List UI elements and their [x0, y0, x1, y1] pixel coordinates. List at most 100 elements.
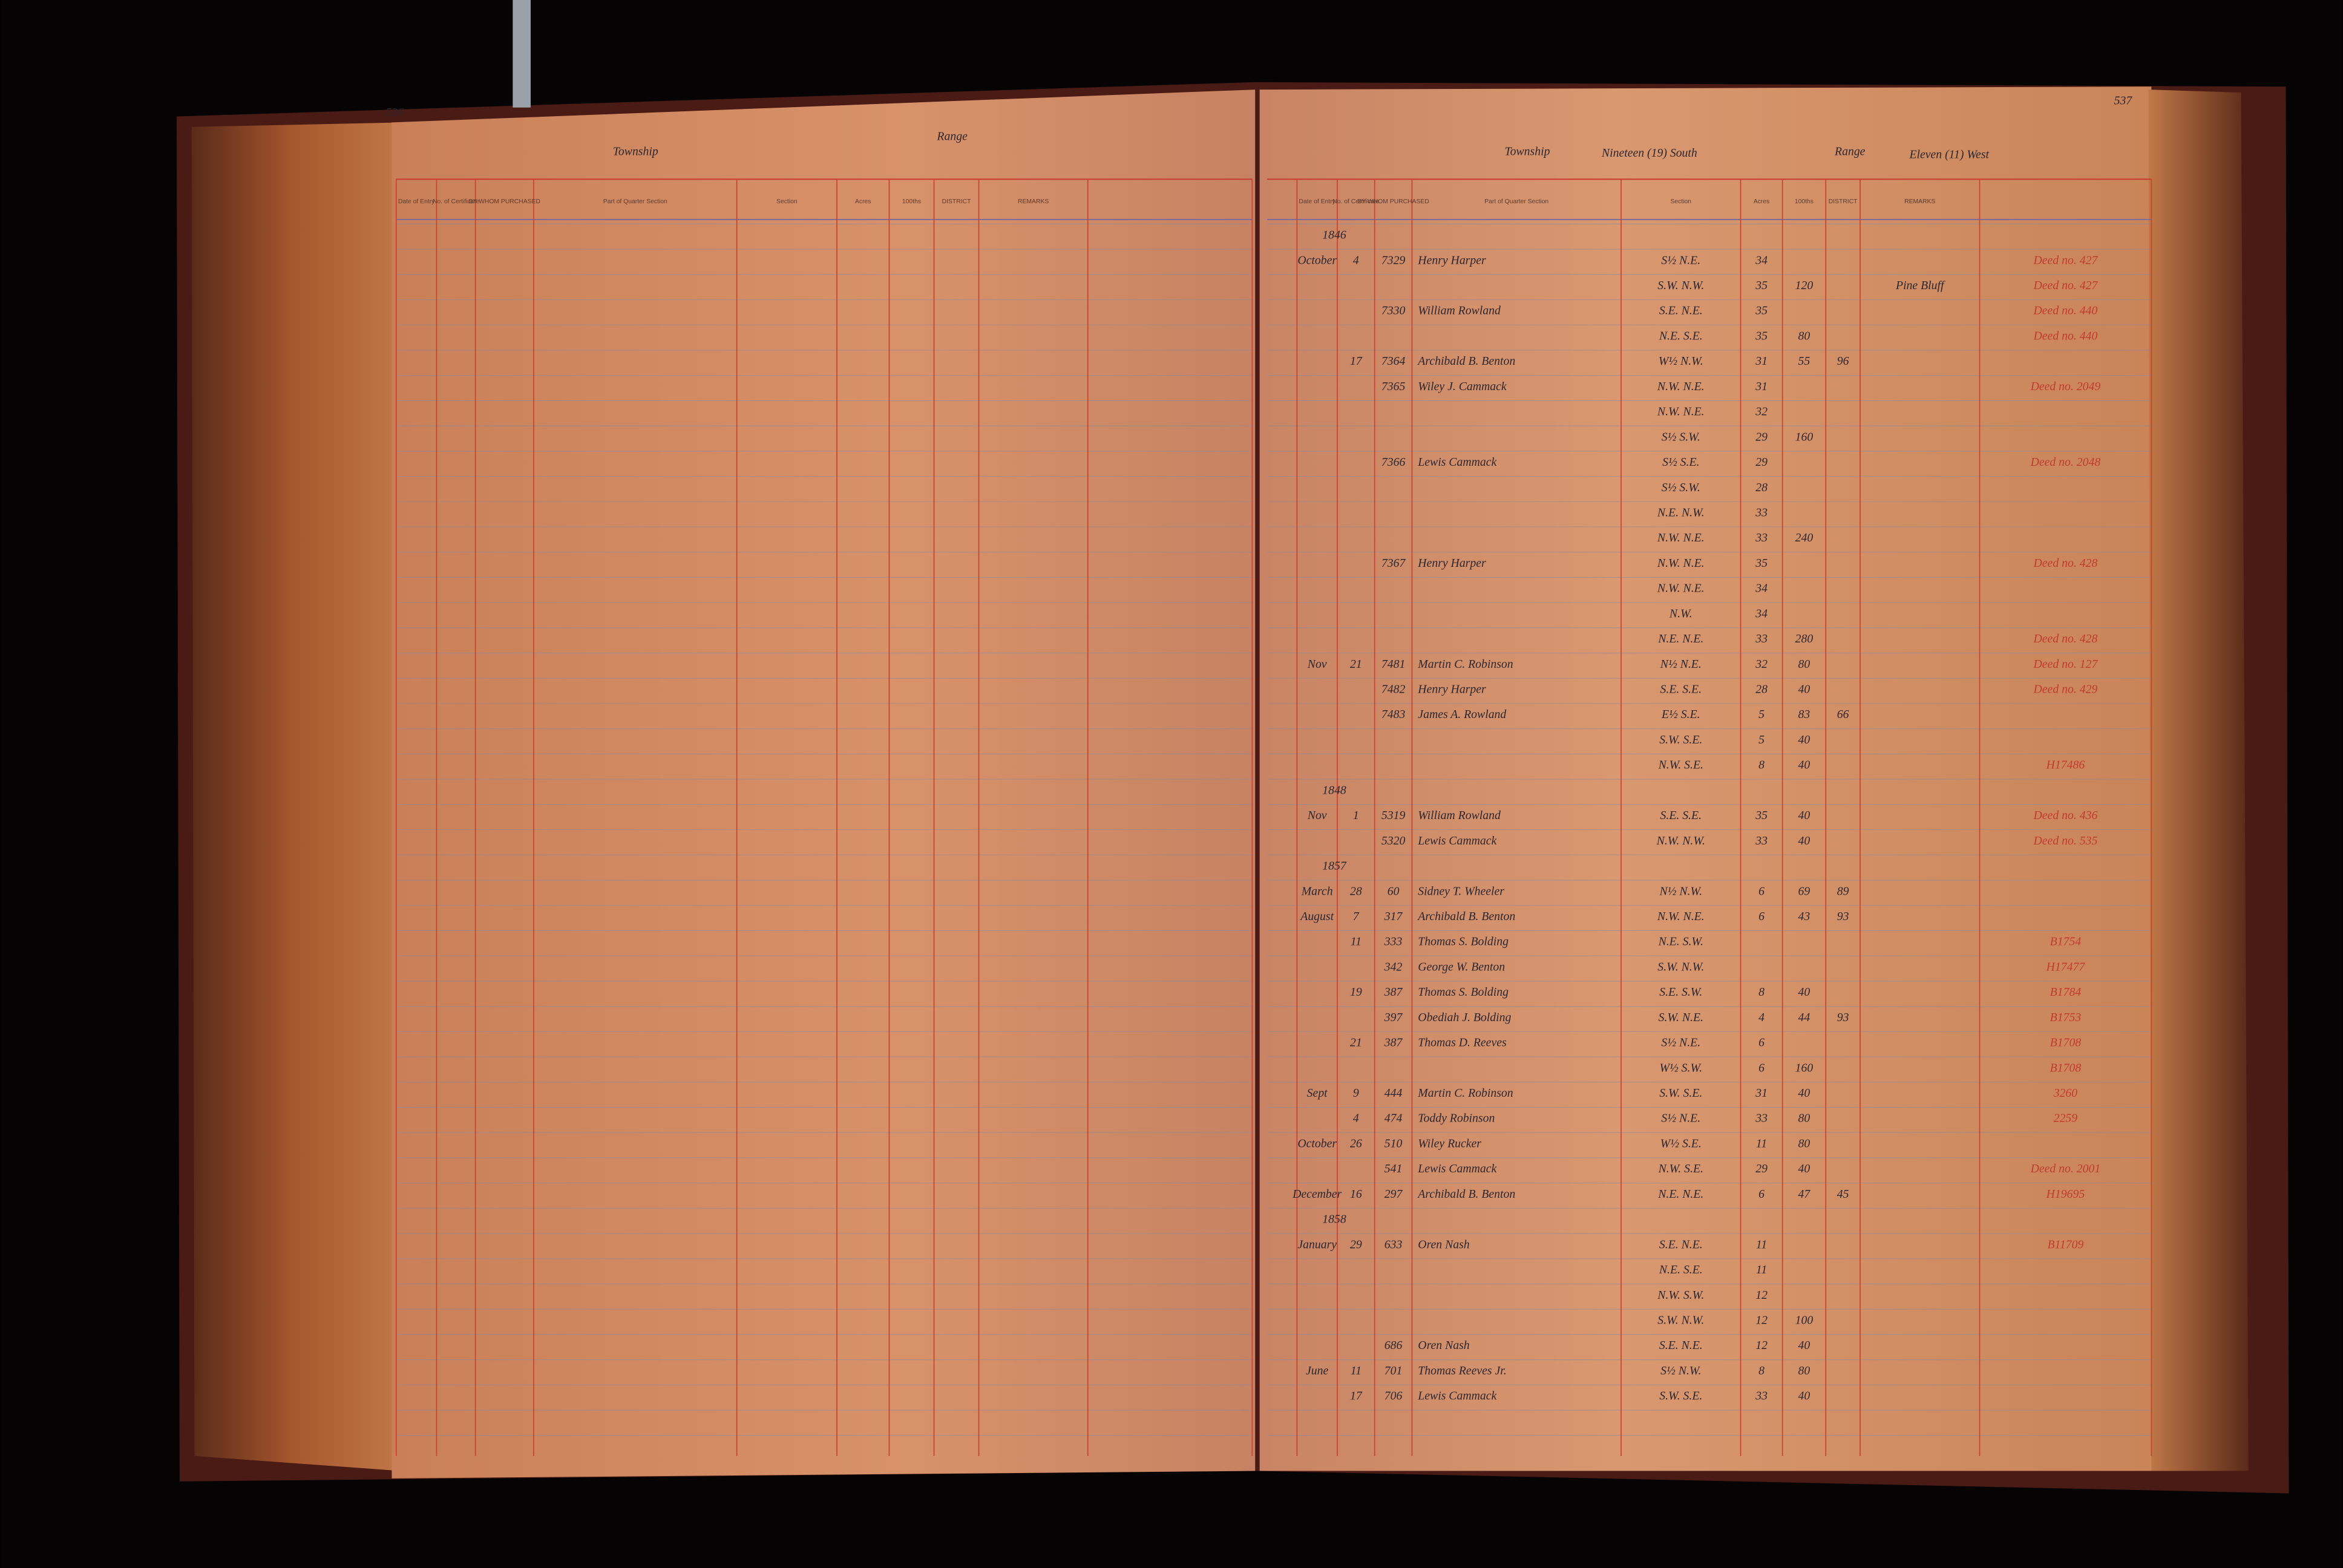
- entry-part: S½ N.E.: [1661, 1036, 1700, 1050]
- entry-part: N½ N.W.: [1659, 884, 1703, 898]
- column-header: Acres: [855, 198, 871, 205]
- page-edges-left: [191, 122, 401, 1471]
- entry-part: S½ S.E.: [1662, 456, 1699, 469]
- entry-section: 28: [1755, 683, 1768, 696]
- column-header: DISTRICT: [1829, 198, 1858, 205]
- entry-part: S.E. N.E.: [1659, 304, 1703, 318]
- right-page: [1259, 87, 2155, 1471]
- entry-section: 5: [1758, 708, 1765, 721]
- entry-section: 29: [1755, 430, 1768, 443]
- entry-section: 8: [1758, 985, 1765, 999]
- entry-certificate: 333: [1384, 935, 1403, 949]
- entry-acres: 40: [1798, 1162, 1810, 1175]
- range-label: Range: [936, 130, 968, 143]
- entry-part: N.W. N.W.: [1656, 834, 1705, 848]
- entry-part: N.E. S.E.: [1659, 1263, 1703, 1276]
- entry-section: 6: [1758, 1187, 1765, 1201]
- entry-part: N.E. S.E.: [1659, 329, 1703, 342]
- entry-day: 21: [1350, 1036, 1362, 1050]
- entry-part: N½ N.E.: [1660, 658, 1702, 671]
- entry-remarks: Deed no. 440: [2033, 329, 2098, 342]
- entry-hundredths: 66: [1837, 708, 1849, 721]
- entry-day: 1: [1353, 809, 1359, 822]
- entry-remarks: H17477: [2046, 960, 2086, 973]
- entry-remarks: Deed no. 436: [2033, 809, 2098, 822]
- entry-name: Lewis Cammack: [1417, 834, 1497, 848]
- entry-certificate: 7483: [1381, 708, 1406, 721]
- column-header: No. of Certificate: [1332, 198, 1379, 205]
- entry-certificate: 317: [1384, 910, 1403, 923]
- entry-day: 16: [1350, 1187, 1362, 1201]
- entry-month: January: [1297, 1238, 1337, 1251]
- entry-name: Thomas D. Reeves: [1418, 1036, 1507, 1050]
- entry-section: 35: [1755, 557, 1768, 570]
- entry-remarks: Deed no. 427: [2033, 279, 2099, 292]
- entry-hundredths: 93: [1837, 1011, 1849, 1024]
- page-clip: [513, 0, 531, 108]
- entry-acres: 44: [1798, 1011, 1810, 1024]
- column-header: 100ths: [1795, 198, 1814, 205]
- entry-name: Toddy Robinson: [1418, 1112, 1495, 1125]
- entry-remarks: B1708: [2050, 1061, 2082, 1074]
- entry-remarks: 3260: [2053, 1086, 2078, 1100]
- entry-part: W½ N.W.: [1659, 354, 1703, 368]
- entry-remarks: Deed no. 428: [2033, 557, 2098, 570]
- entry-hundredths: 89: [1837, 884, 1849, 898]
- column-header: Date of Entry: [398, 198, 435, 205]
- entry-acres: 80: [1798, 658, 1810, 671]
- entry-certificate: 387: [1384, 1036, 1403, 1050]
- entry-acres: 55: [1798, 354, 1810, 368]
- entry-section: 6: [1758, 884, 1765, 898]
- entry-name: Wiley Rucker: [1418, 1137, 1481, 1150]
- entry-name: Lewis Cammack: [1417, 456, 1497, 469]
- year-heading: 1857: [1322, 860, 1347, 873]
- entry-part: N.W. N.E.: [1657, 405, 1705, 419]
- entry-remarks: Deed no. 429: [2033, 683, 2098, 696]
- entry-section: 33: [1755, 632, 1768, 645]
- entry-part: S.E. S.E.: [1660, 683, 1702, 696]
- entry-day: 17: [1350, 354, 1363, 368]
- entry-certificate: 7481: [1381, 658, 1405, 671]
- entry-day: 19: [1350, 985, 1362, 999]
- entry-name: Archibald B. Benton: [1417, 910, 1515, 923]
- entry-part: N.W. N.E.: [1657, 557, 1705, 570]
- entry-acres: 80: [1798, 329, 1810, 342]
- entry-certificate: 7482: [1381, 683, 1406, 696]
- entry-certificate: 342: [1384, 960, 1403, 973]
- entry-part: N.E. N.E.: [1657, 1187, 1703, 1201]
- entry-acres: 40: [1798, 1086, 1810, 1100]
- entry-acres: 80: [1798, 1112, 1810, 1125]
- entry-part: S.W. N.W.: [1657, 1313, 1704, 1327]
- entry-section: 33: [1755, 1112, 1768, 1125]
- entry-remarks: H17486: [2046, 759, 2085, 772]
- entry-section: 5: [1758, 733, 1765, 746]
- entry-remarks: H19695: [2046, 1187, 2085, 1201]
- entry-section: 8: [1758, 1364, 1765, 1377]
- entry-acres: 280: [1795, 632, 1814, 645]
- entry-acres: 80: [1798, 1137, 1810, 1150]
- column-header: Part of Quarter Section: [1484, 198, 1548, 205]
- entry-month: December: [1292, 1187, 1342, 1201]
- entry-section: 31: [1755, 1086, 1768, 1100]
- township-label: Township: [613, 145, 658, 158]
- page-edges-right: [2148, 90, 2249, 1471]
- entry-section: 11: [1756, 1238, 1767, 1251]
- entry-acres: 69: [1798, 884, 1810, 898]
- entry-section: 6: [1758, 1036, 1765, 1050]
- entry-part: W½ S.W.: [1660, 1061, 1703, 1074]
- entry-acres: 80: [1798, 1364, 1810, 1377]
- entry-part: S.W. S.E.: [1659, 1390, 1702, 1403]
- entry-month: Sept: [1307, 1086, 1328, 1100]
- column-header: Acres: [1754, 198, 1769, 205]
- entry-part: N.W. N.E.: [1657, 582, 1705, 595]
- entry-part: S.W. S.E.: [1659, 733, 1702, 746]
- entry-name: William Rowland: [1418, 809, 1501, 822]
- entry-name: Archibald B. Benton: [1417, 354, 1515, 368]
- entry-name: Wiley J. Cammack: [1418, 380, 1507, 393]
- column-header: Date of Entry: [1299, 198, 1335, 205]
- entry-part: S.W. N.E.: [1659, 1011, 1703, 1024]
- entry-month: March: [1301, 884, 1333, 898]
- entry-remarks: Deed no. 535: [2033, 834, 2098, 848]
- entry-remarks: Deed no. 2048: [2030, 456, 2101, 469]
- entry-section: 33: [1755, 1390, 1768, 1403]
